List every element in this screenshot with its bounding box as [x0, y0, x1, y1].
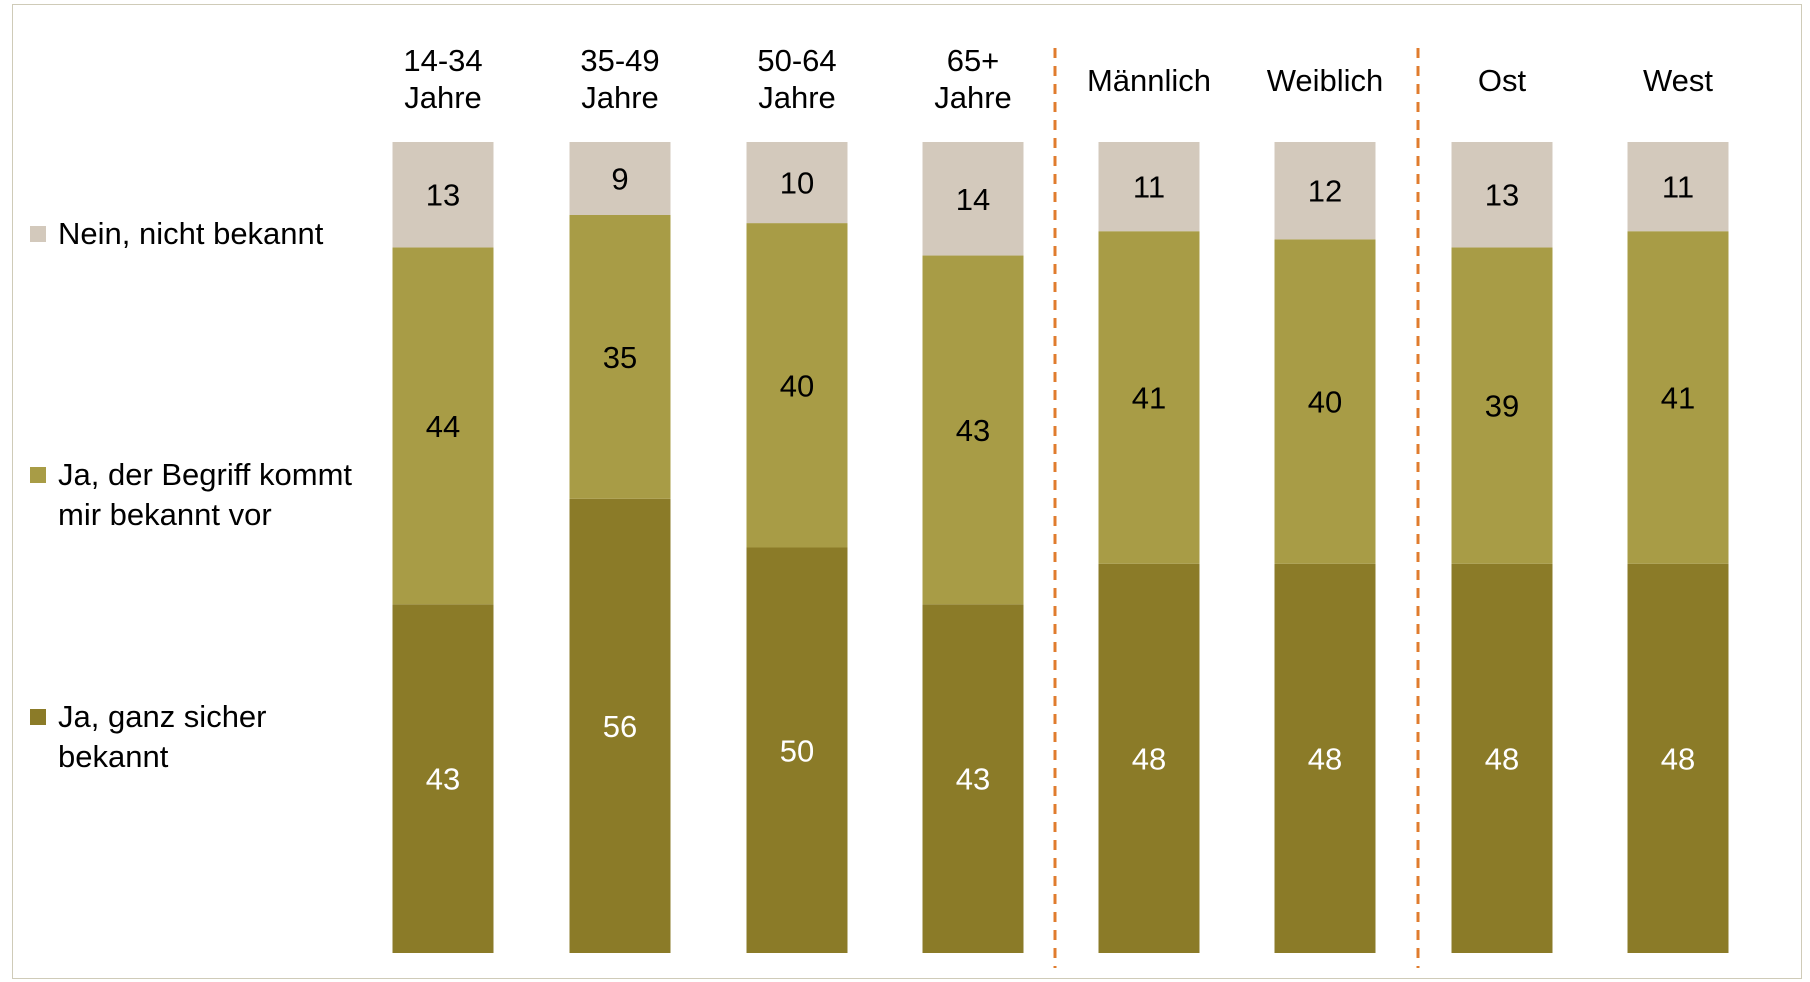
- bar-segment-ost-nein-nicht-bekannt: [1451, 142, 1553, 248]
- data-label-ost-nein-nicht-bekannt: 13: [1485, 178, 1519, 213]
- category-label-maennlich: Männlich: [1087, 63, 1211, 98]
- category-label-line: Weiblich: [1267, 63, 1384, 98]
- category-label-line: 35-49: [580, 43, 659, 78]
- category-label-line: West: [1643, 63, 1713, 98]
- data-label-west-ja-der-begriff-kommt-mir-bekannt-vor: 41: [1661, 380, 1695, 415]
- bar-segment-65-jahre-ja-ganz-sicher-bekannt: [922, 604, 1024, 953]
- bar-segment-west-nein-nicht-bekannt: [1627, 142, 1729, 232]
- data-label-50-64-jahre-ja-der-begriff-kommt-mir-bekannt-vor: 40: [780, 368, 814, 403]
- data-label-west-ja-ganz-sicher-bekannt: 48: [1661, 741, 1695, 776]
- data-label-ost-ja-ganz-sicher-bekannt: 48: [1485, 741, 1519, 776]
- bar-segment-50-64-jahre-nein-nicht-bekannt: [746, 142, 848, 224]
- data-label-50-64-jahre-nein-nicht-bekannt: 10: [780, 166, 814, 201]
- category-label-line: Ost: [1478, 63, 1527, 98]
- bar-segment-west-ja-ganz-sicher-bekannt: [1627, 563, 1729, 953]
- data-label-maennlich-nein-nicht-bekannt: 11: [1133, 170, 1165, 205]
- category-label-ost: Ost: [1478, 63, 1527, 98]
- data-label-14-34-jahre-ja-ganz-sicher-bekannt: 43: [426, 762, 460, 797]
- category-label-line: 14-34: [403, 43, 482, 78]
- bar-segment-35-49-jahre-ja-der-begriff-kommt-mir-bekannt-vor: [569, 214, 671, 499]
- bar-segment-ost-ja-der-begriff-kommt-mir-bekannt-vor: [1451, 247, 1553, 564]
- category-label-line: Jahre: [581, 80, 659, 115]
- category-label-50-64-jahre: 50-64 Jahre: [757, 43, 836, 115]
- bar-segment-west-ja-der-begriff-kommt-mir-bekannt-vor: [1627, 231, 1729, 564]
- category-label-line: Männlich: [1087, 63, 1211, 98]
- data-label-35-49-jahre-ja-ganz-sicher-bekannt: 56: [603, 709, 637, 744]
- bar-segment-65-jahre-ja-der-begriff-kommt-mir-bekannt-vor: [922, 255, 1024, 605]
- bar-segment-35-49-jahre-ja-ganz-sicher-bekannt: [569, 498, 671, 953]
- bar-segment-ost-ja-ganz-sicher-bekannt: [1451, 563, 1553, 953]
- category-label-line: Jahre: [934, 80, 1012, 115]
- bar-segment-maennlich-ja-ganz-sicher-bekannt: [1098, 563, 1200, 953]
- category-label-line: 65+: [947, 43, 1000, 78]
- category-label-line: Jahre: [404, 80, 482, 115]
- data-label-weiblich-ja-der-begriff-kommt-mir-bekannt-vor: 40: [1308, 385, 1342, 420]
- data-label-14-34-jahre-nein-nicht-bekannt: 13: [426, 178, 460, 213]
- bar-segment-maennlich-ja-der-begriff-kommt-mir-bekannt-vor: [1098, 231, 1200, 564]
- bar-segment-14-34-jahre-ja-ganz-sicher-bekannt: [392, 604, 494, 953]
- data-label-maennlich-ja-der-begriff-kommt-mir-bekannt-vor: 41: [1132, 380, 1166, 415]
- data-label-ost-ja-der-begriff-kommt-mir-bekannt-vor: 39: [1485, 389, 1519, 424]
- bar-segment-weiblich-ja-der-begriff-kommt-mir-bekannt-vor: [1274, 239, 1376, 564]
- bar-segment-weiblich-ja-ganz-sicher-bekannt: [1274, 563, 1376, 953]
- data-label-65-jahre-ja-ganz-sicher-bekannt: 43: [956, 762, 990, 797]
- data-label-west-nein-nicht-bekannt: 11: [1662, 170, 1694, 205]
- data-label-35-49-jahre-nein-nicht-bekannt: 9: [611, 161, 628, 196]
- bar-segment-weiblich-nein-nicht-bekannt: [1274, 142, 1376, 240]
- bar-segment-50-64-jahre-ja-der-begriff-kommt-mir-bekannt-vor: [746, 223, 848, 548]
- category-label-14-34-jahre: 14-34 Jahre: [403, 43, 482, 115]
- category-label-35-49-jahre: 35-49 Jahre: [580, 43, 659, 115]
- data-label-weiblich-ja-ganz-sicher-bekannt: 48: [1308, 741, 1342, 776]
- data-label-weiblich-nein-nicht-bekannt: 12: [1308, 174, 1342, 209]
- bar-segment-maennlich-nein-nicht-bekannt: [1098, 142, 1200, 232]
- category-label-line: 50-64: [757, 43, 836, 78]
- category-label-weiblich: Weiblich: [1267, 63, 1384, 98]
- data-label-14-34-jahre-ja-der-begriff-kommt-mir-bekannt-vor: 44: [426, 409, 460, 444]
- bar-segment-65-jahre-nein-nicht-bekannt: [922, 142, 1024, 256]
- category-label-65-jahre: 65+ Jahre: [934, 43, 1012, 115]
- bar-segment-50-64-jahre-ja-ganz-sicher-bekannt: [746, 547, 848, 953]
- data-label-50-64-jahre-ja-ganz-sicher-bekannt: 50: [780, 733, 814, 768]
- data-label-65-jahre-ja-der-begriff-kommt-mir-bekannt-vor: 43: [956, 413, 990, 448]
- category-label-line: Jahre: [758, 80, 836, 115]
- data-label-maennlich-ja-ganz-sicher-bekannt: 48: [1132, 741, 1166, 776]
- bar-segment-14-34-jahre-ja-der-begriff-kommt-mir-bekannt-vor: [392, 247, 494, 605]
- bar-segment-35-49-jahre-nein-nicht-bekannt: [569, 142, 671, 215]
- data-label-35-49-jahre-ja-der-begriff-kommt-mir-bekannt-vor: 35: [603, 340, 637, 375]
- data-label-65-jahre-nein-nicht-bekannt: 14: [956, 182, 990, 217]
- bar-segment-14-34-jahre-nein-nicht-bekannt: [392, 142, 494, 248]
- category-label-west: West: [1643, 63, 1713, 98]
